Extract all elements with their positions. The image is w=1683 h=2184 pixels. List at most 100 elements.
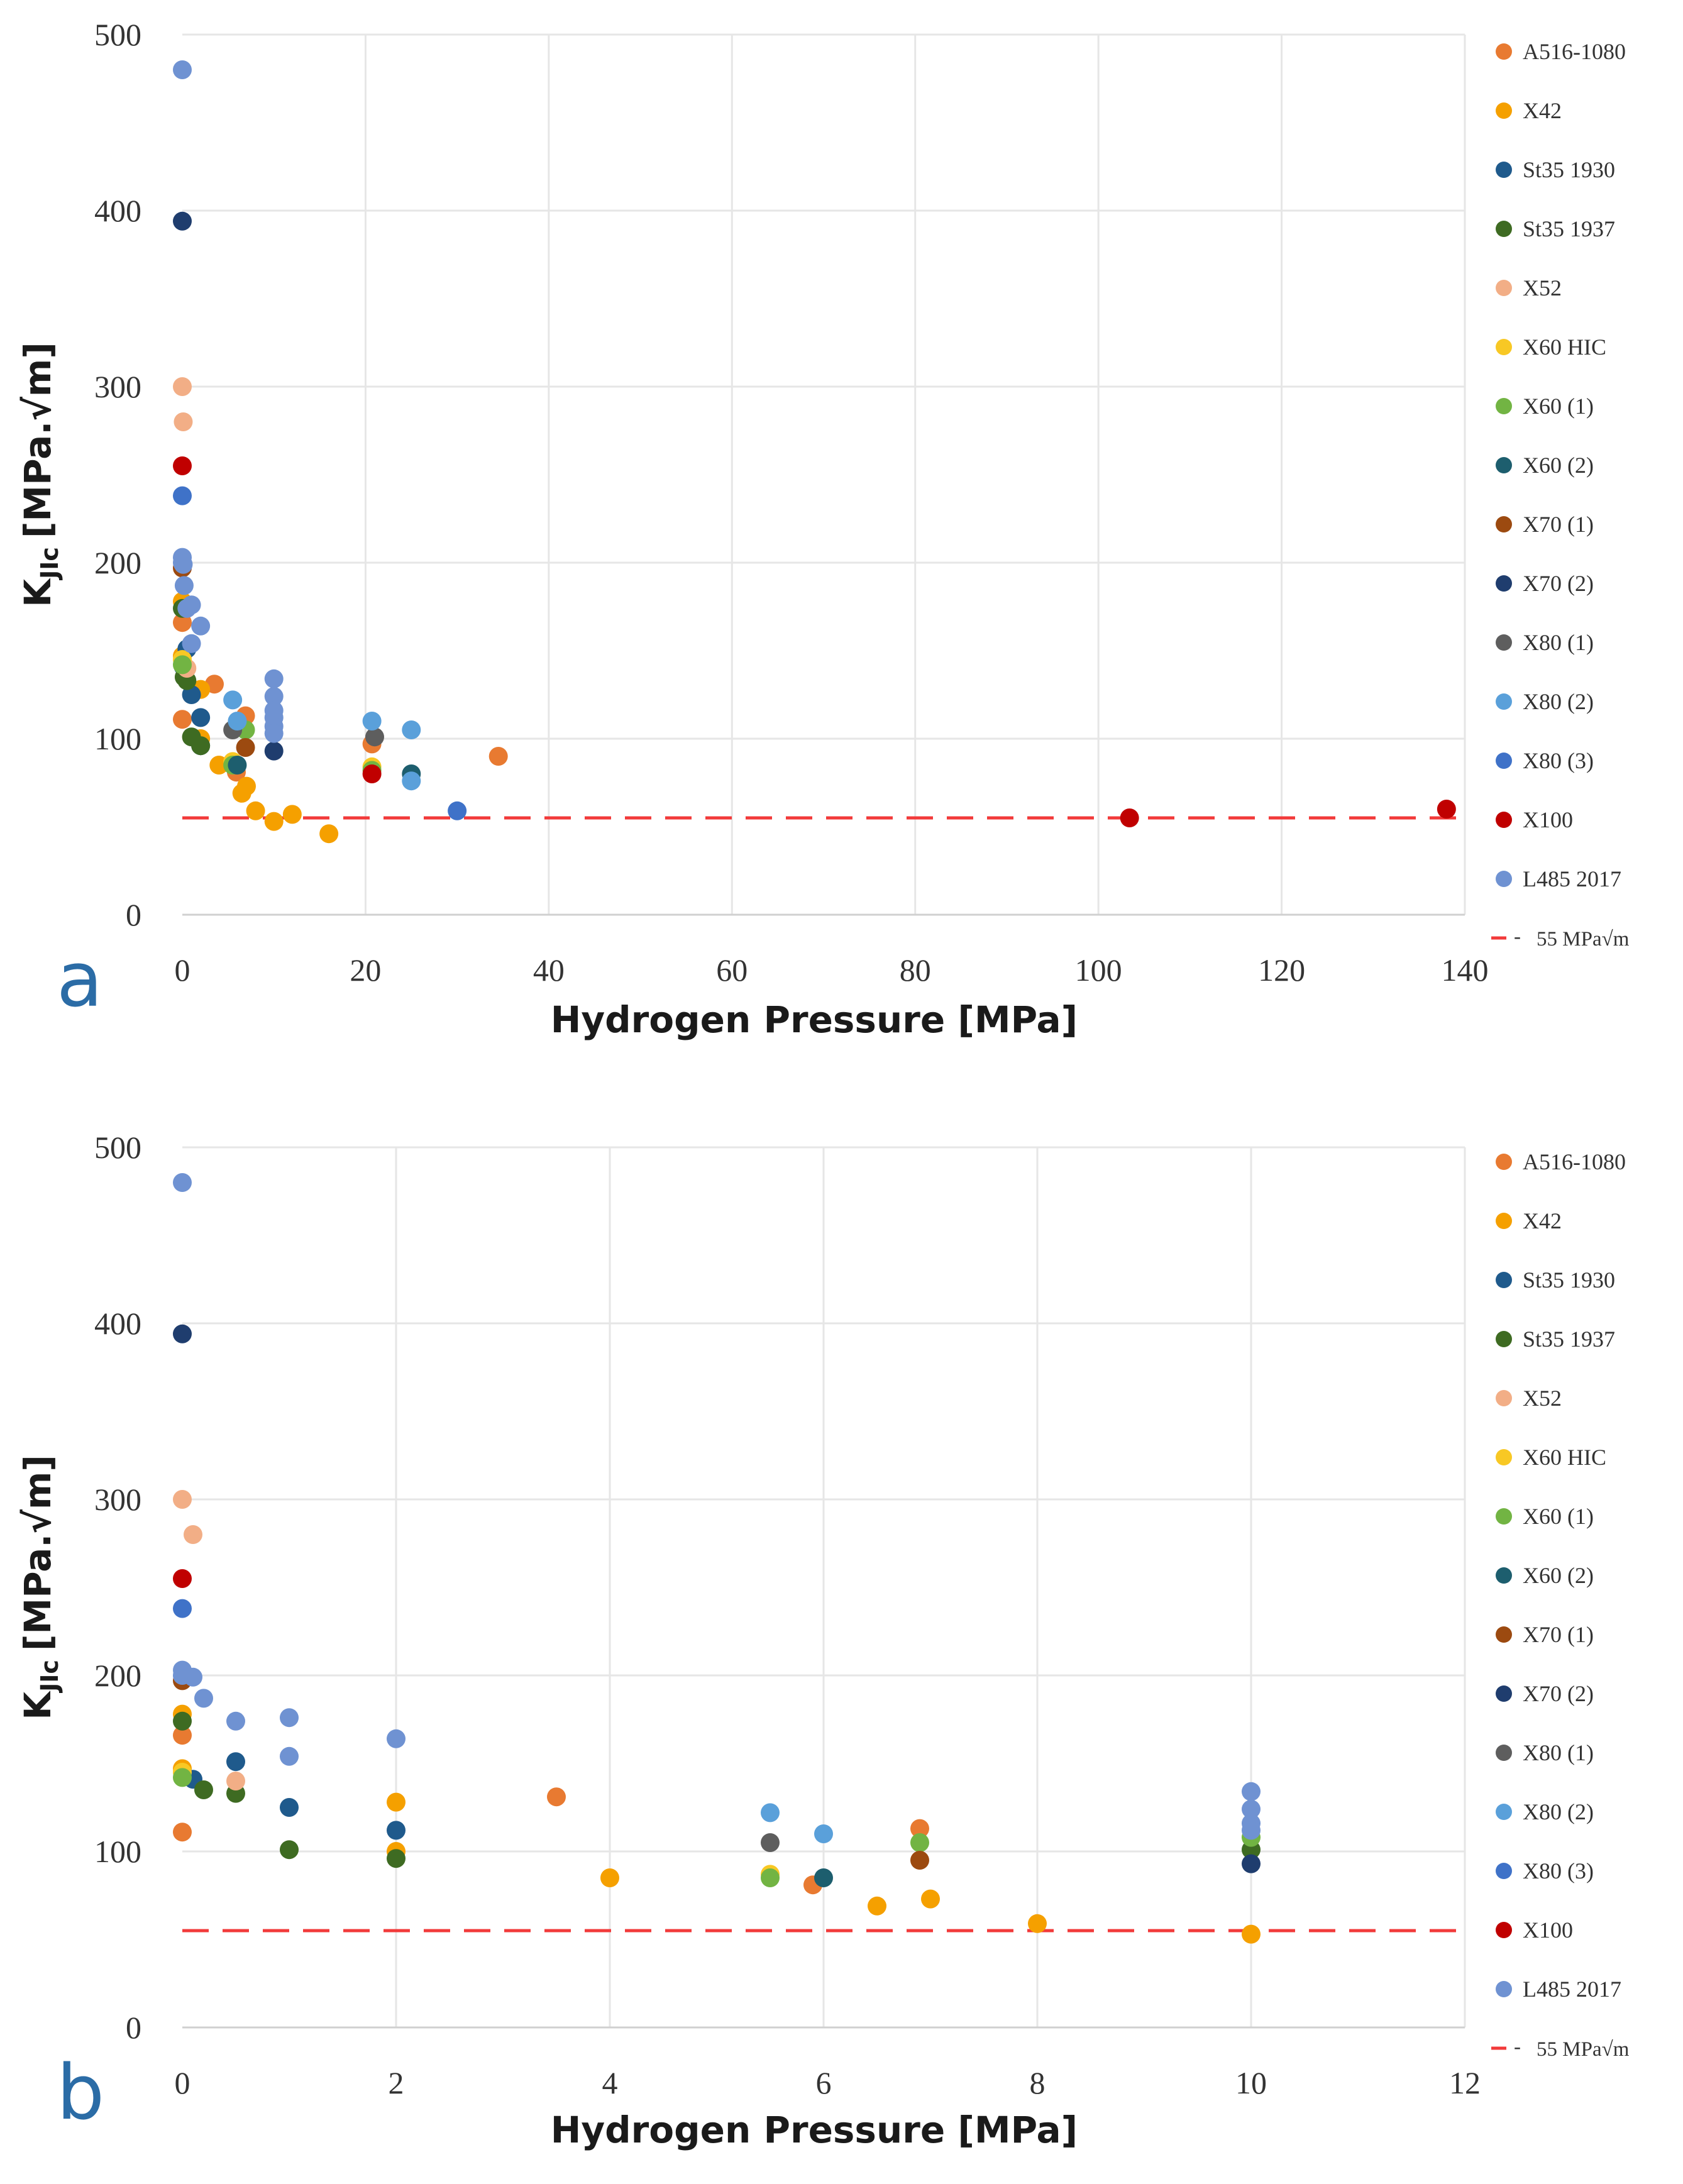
data-point — [488, 747, 508, 766]
data-point — [264, 741, 284, 761]
legend-label: St35 1937 — [1523, 1326, 1615, 1352]
y-axis-title-subscript: JIc — [36, 1660, 63, 1694]
data-point — [228, 712, 247, 731]
data-point — [237, 776, 256, 796]
legend-label: X60 HIC — [1523, 1445, 1606, 1470]
panel-letter: a — [57, 937, 103, 1024]
series-st35-1930 — [184, 1752, 406, 1840]
legend-label: X80 (3) — [1523, 748, 1594, 773]
y-tick-label: 500 — [94, 1130, 141, 1165]
y-tick-label: 100 — [94, 1834, 141, 1869]
legend-label: X42 — [1523, 1208, 1562, 1233]
legend-marker — [1496, 1685, 1512, 1702]
series-x60-hic — [173, 1763, 780, 1884]
data-point — [236, 738, 255, 757]
data-point — [761, 1833, 780, 1852]
legend-label: X100 — [1523, 807, 1573, 832]
data-point — [282, 805, 302, 824]
data-point — [184, 1525, 202, 1544]
legend-label: St35 1937 — [1523, 216, 1615, 241]
x-tick-label: 100 — [1075, 952, 1122, 988]
series-x60-1 — [173, 1768, 1261, 1887]
x-tick-label: 60 — [716, 952, 748, 988]
data-point — [226, 1772, 245, 1790]
legend-marker — [1496, 339, 1512, 355]
data-point — [387, 1792, 406, 1812]
data-point — [191, 616, 211, 636]
data-point — [910, 1833, 929, 1852]
series-x80-3 — [173, 486, 467, 820]
x-tick-label: 0 — [175, 952, 190, 988]
legend-marker — [1496, 1922, 1512, 1938]
data-point — [362, 712, 382, 731]
series-x60-2 — [814, 1868, 833, 1887]
y-axis-title: KJIc [MPa.√m] — [16, 342, 63, 607]
legend-label: X70 (2) — [1523, 1681, 1594, 1706]
data-point — [387, 1821, 406, 1840]
series-x70-1 — [173, 1671, 929, 1870]
legend-marker — [1496, 457, 1512, 473]
legend-label: L485 2017 — [1523, 1977, 1621, 2002]
series-x100 — [173, 456, 1456, 827]
data-point — [1120, 808, 1139, 827]
x-tick-label: 40 — [533, 952, 565, 988]
legend-label: X70 (1) — [1523, 512, 1594, 537]
x-tick-label: 8 — [1030, 2065, 1046, 2100]
x-tick-label: 12 — [1449, 2065, 1481, 2100]
series-x42 — [173, 1704, 1261, 1944]
x-tick-label: 0 — [175, 2065, 190, 2100]
data-point — [264, 687, 284, 706]
data-point — [173, 377, 192, 396]
data-point — [600, 1868, 619, 1887]
data-point — [173, 1726, 192, 1745]
series-x80-2 — [761, 1803, 833, 1843]
data-point — [280, 1840, 299, 1860]
data-point — [402, 720, 421, 739]
data-point — [1437, 800, 1456, 819]
legend-marker — [1496, 753, 1512, 769]
x-tick-label: 2 — [389, 2065, 404, 2100]
data-point — [1028, 1914, 1047, 1933]
legend-marker — [1496, 1567, 1512, 1584]
data-point — [362, 764, 382, 783]
legend-threshold-label: 55 MPa√m — [1537, 928, 1630, 951]
data-point — [226, 1752, 245, 1772]
x-tick-label: 4 — [602, 2065, 618, 2100]
legend-marker — [1496, 812, 1512, 828]
legend-marker — [1496, 693, 1512, 710]
series-a516-1080 — [173, 613, 508, 782]
data-point — [280, 1798, 299, 1817]
x-tick-label: 80 — [900, 952, 931, 988]
series-l485-2017 — [173, 60, 284, 743]
legend-label: X42 — [1523, 98, 1562, 123]
series-x80-2 — [223, 690, 421, 791]
legend-marker — [1496, 1745, 1512, 1761]
data-point — [194, 1780, 213, 1799]
y-tick-label: 200 — [94, 545, 141, 580]
legend-label: X80 (2) — [1523, 689, 1594, 714]
data-point — [173, 211, 192, 231]
data-point — [174, 412, 193, 431]
data-point — [182, 634, 201, 653]
y-tick-label: 0 — [126, 897, 141, 932]
legend-marker — [1496, 575, 1512, 592]
data-point — [1242, 1821, 1261, 1840]
data-point — [761, 1868, 780, 1887]
legend-threshold-dot: - — [1514, 925, 1521, 948]
data-point — [174, 554, 193, 574]
y-tick-label: 400 — [94, 193, 141, 228]
legend-marker — [1496, 1449, 1512, 1465]
data-point — [547, 1787, 566, 1807]
legend-threshold-dot: - — [1514, 2036, 1521, 2058]
y-tick-label: 200 — [94, 1658, 141, 1693]
chart-panel-b: 0 100 200 300 400 500 0 2 4 6 8 10 12 Hydrogen Pressu… — [16, 1130, 1630, 2151]
data-point — [280, 1708, 299, 1728]
data-point — [174, 576, 194, 595]
x-tick-label: 6 — [816, 2065, 832, 2100]
series-x60-2 — [228, 756, 421, 783]
legend-label: X60 (2) — [1523, 453, 1594, 478]
legend-label: X70 (1) — [1523, 1622, 1594, 1647]
data-point — [1242, 1782, 1261, 1801]
legend-label: A516-1080 — [1523, 39, 1626, 64]
legend-marker — [1496, 1154, 1512, 1170]
